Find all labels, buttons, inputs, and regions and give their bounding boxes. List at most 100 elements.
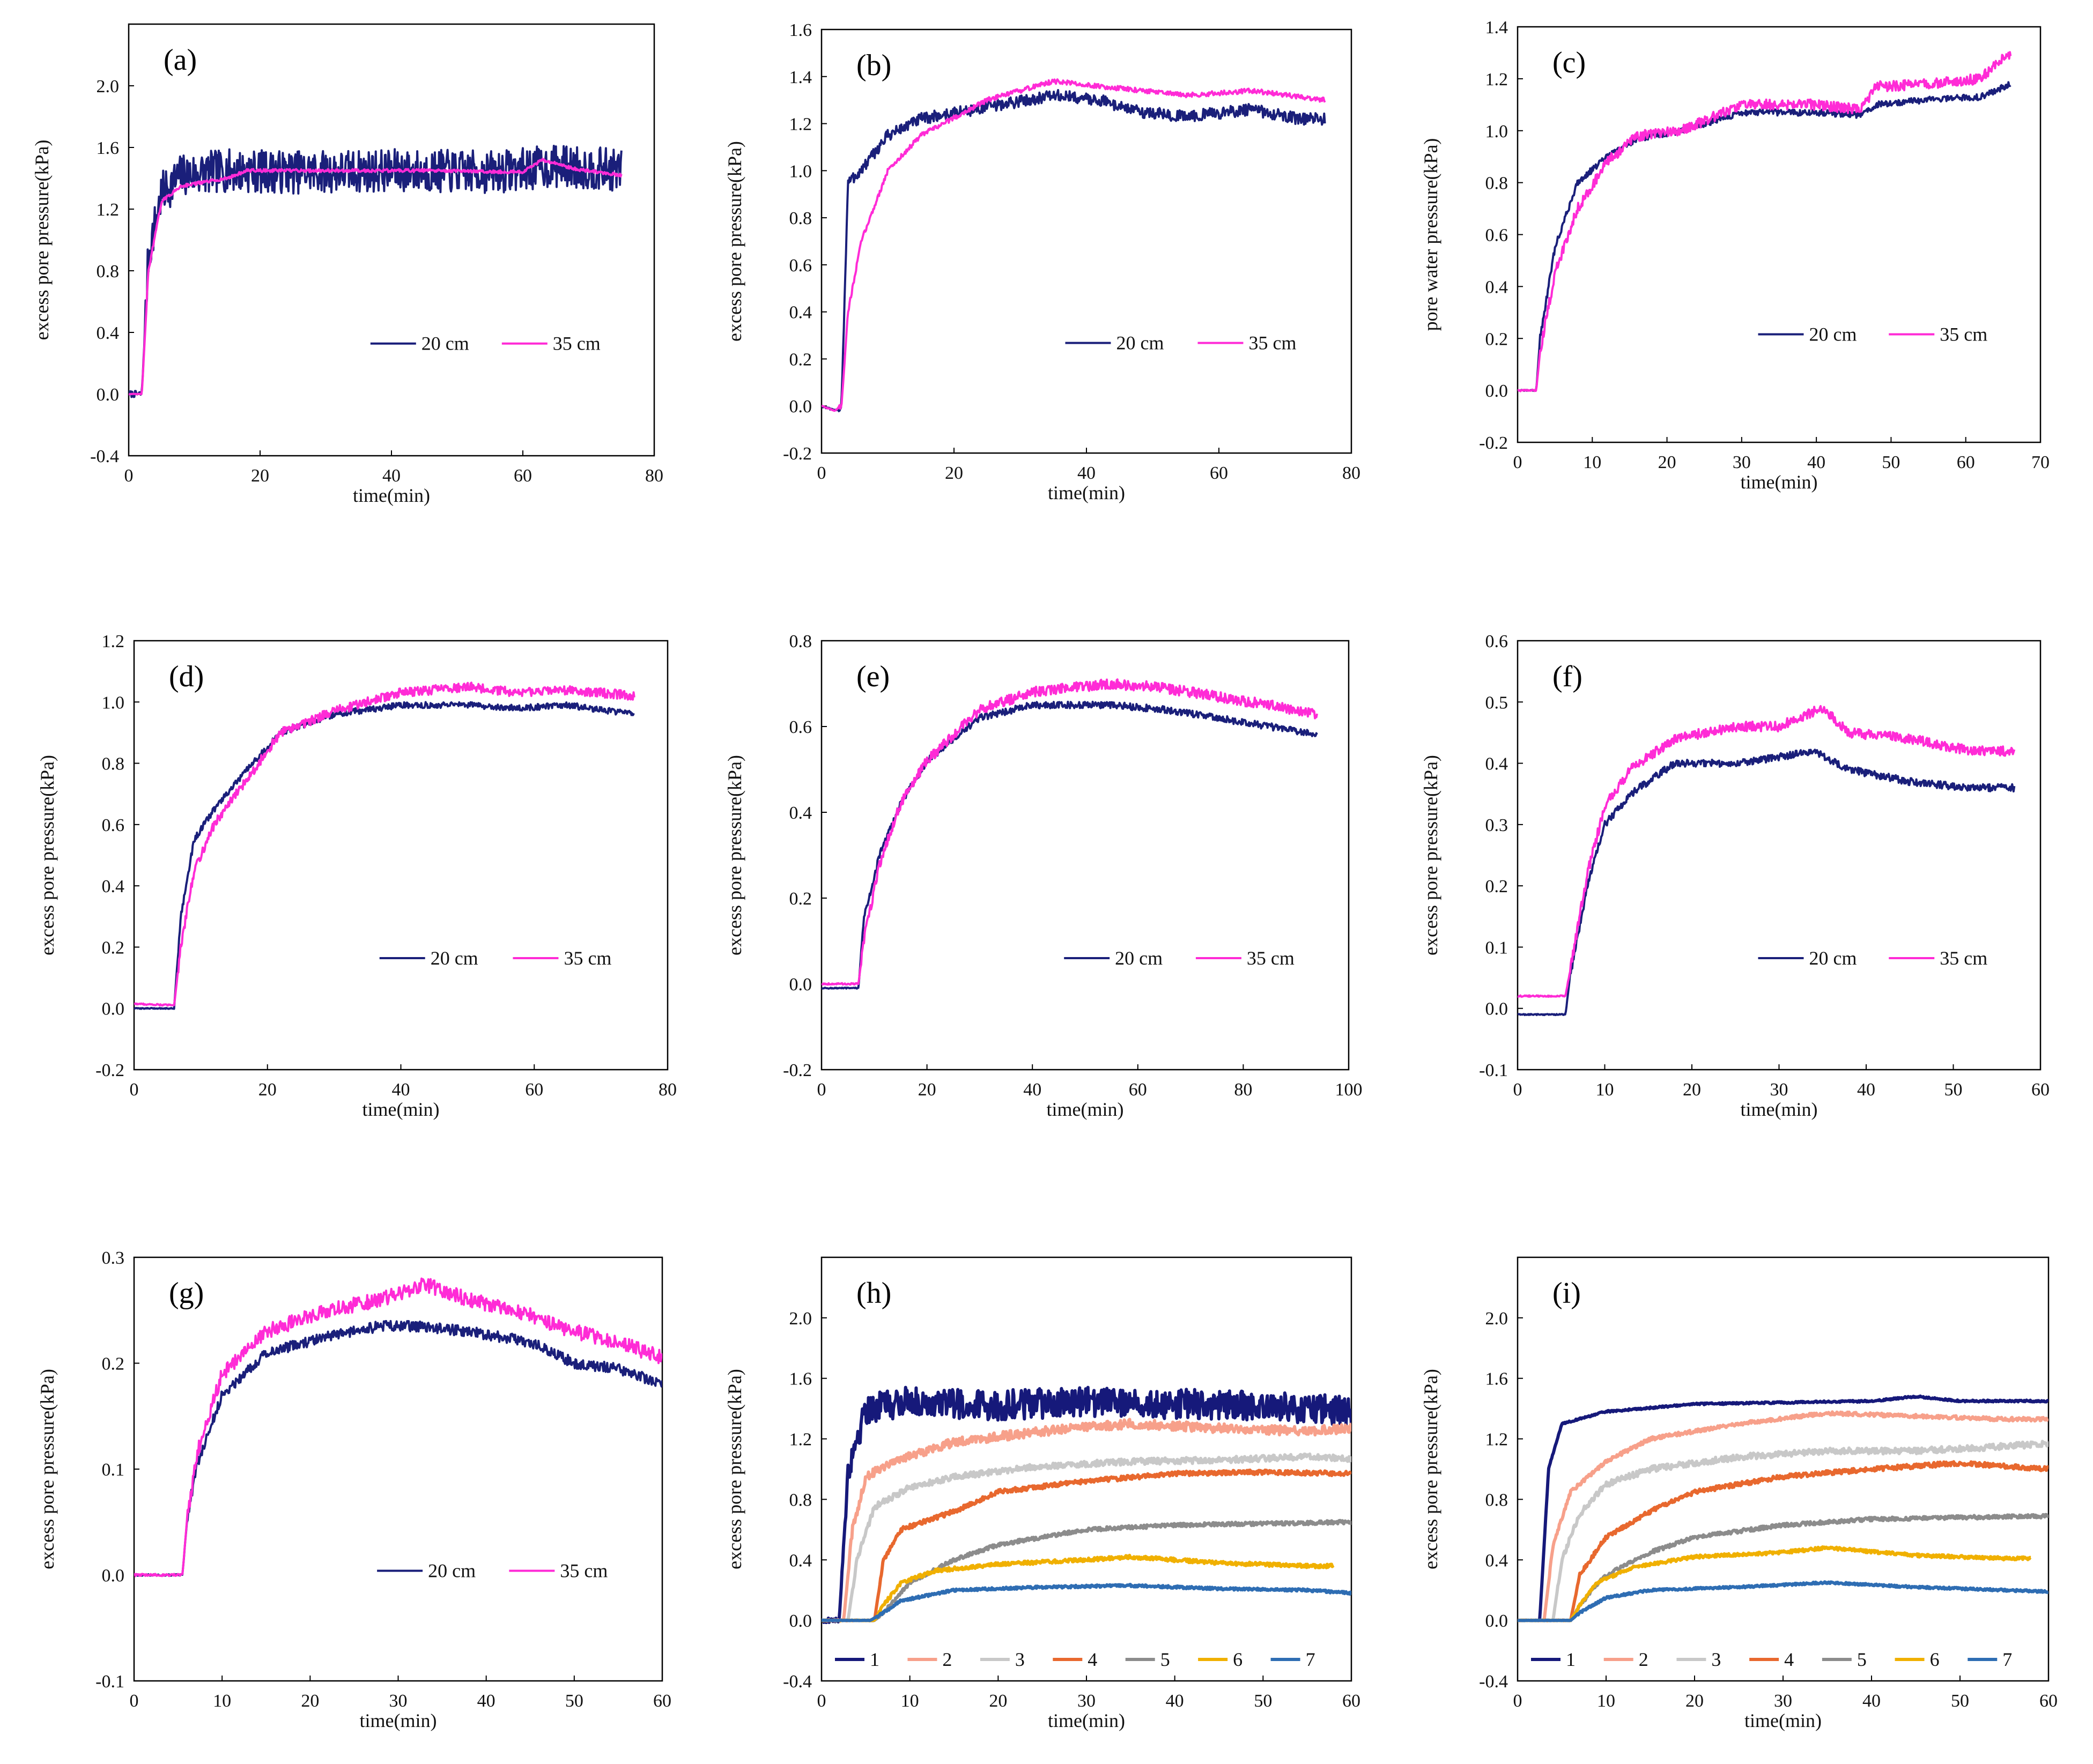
- y-tick-label: 0.0: [1485, 381, 1508, 401]
- legend-label: 35 cm: [553, 333, 601, 354]
- x-tick-label: 60: [1957, 453, 1975, 472]
- y-tick-label: 0.4: [1485, 277, 1508, 297]
- y-tick-label: 0.0: [102, 999, 125, 1019]
- y-tick-label: 0.6: [1485, 226, 1508, 246]
- series-group: [822, 78, 1326, 412]
- series-line-35cm: [134, 681, 635, 1007]
- x-tick-label: 60: [1129, 1080, 1147, 1100]
- legend-label: 20 cm: [428, 1560, 476, 1582]
- x-tick-label: 0: [817, 1080, 826, 1100]
- series-group: [129, 145, 623, 398]
- series-group: [134, 1277, 662, 1577]
- x-tick-label: 0: [130, 1691, 139, 1711]
- y-tick-label: 0.0: [789, 975, 812, 995]
- chart-panel-i: 0 10 20 30 40 50 60 -0.4 0.0 0.4 0.8 1.2 1.6 2.0 time(…: [1420, 1256, 2058, 1731]
- y-tick-label: 0.6: [102, 816, 125, 835]
- x-tick-label: 60: [2039, 1691, 2058, 1711]
- y-axis-title: excess pore pressure(kPa): [1420, 1369, 1441, 1569]
- x-tick-label: 60: [525, 1080, 543, 1100]
- legend-label: 4: [1088, 1649, 1097, 1670]
- x-tick-label: 20: [301, 1691, 319, 1711]
- series-line-2: [822, 1418, 1351, 1623]
- panel-tag: (b): [856, 49, 891, 82]
- panel-tag: (d): [169, 660, 204, 693]
- x-tick-label: 30: [1770, 1080, 1788, 1100]
- series-line-35cm: [1518, 705, 2016, 998]
- legend-label: 2: [942, 1649, 952, 1670]
- y-tick-label: 0.6: [789, 256, 812, 276]
- x-tick-label: 0: [124, 466, 134, 486]
- legend-label: 6: [1233, 1649, 1243, 1670]
- x-tick-label: 60: [653, 1691, 671, 1711]
- chart-panel-e: 0 20 40 60 80 100 -0.2 0.0 0.2 0.4 0.6 0.8 time(min)…: [724, 632, 1363, 1120]
- y-tick-label: 2.0: [97, 77, 120, 97]
- x-tick-label: 40: [1857, 1080, 1875, 1100]
- x-tick-label: 40: [477, 1691, 495, 1711]
- series-line-35cm: [134, 1277, 662, 1577]
- legend-label: 1: [870, 1649, 879, 1670]
- series-group: [1518, 705, 2016, 1017]
- y-axis-title: excess pore pressure(kPa): [724, 141, 745, 342]
- x-tick-label: 10: [213, 1691, 231, 1711]
- plot-frame: [820, 640, 1350, 1071]
- legend-label: 1: [1566, 1649, 1576, 1670]
- x-tick-label: 0: [1513, 1691, 1522, 1711]
- legend-label: 5: [1857, 1649, 1867, 1670]
- x-axis-title: time(min): [1048, 1710, 1125, 1731]
- x-tick-label: 20: [1658, 453, 1676, 472]
- y-axis-title: excess pore pressure(kPa): [1420, 755, 1441, 955]
- x-axis-title: time(min): [1047, 1099, 1124, 1120]
- y-axis-title: excess pore pressure(kPa): [724, 755, 745, 955]
- x-axis-title: time(min): [1744, 1710, 1822, 1731]
- y-tick-label: 0.0: [789, 1611, 812, 1631]
- panel-tag: (f): [1552, 660, 1582, 693]
- y-tick-label: 0.3: [102, 1248, 125, 1268]
- x-tick-label: 60: [1342, 1691, 1360, 1711]
- y-tick-label: 0.4: [1485, 754, 1508, 774]
- y-tick-label: 2.0: [1485, 1309, 1508, 1329]
- y-tick-label: -0.4: [783, 1672, 812, 1692]
- x-tick-label: 30: [1077, 1691, 1096, 1711]
- series-line-20cm: [134, 1320, 662, 1577]
- x-tick-label: 10: [1583, 453, 1601, 472]
- x-tick-label: 60: [2031, 1080, 2050, 1100]
- y-tick-label: -0.4: [1479, 1672, 1508, 1692]
- y-tick-label: 1.0: [1485, 122, 1508, 142]
- legend-label: 20 cm: [431, 947, 478, 969]
- y-tick-label: 2.0: [789, 1309, 812, 1329]
- x-tick-label: 0: [130, 1080, 139, 1100]
- y-axis-title: pore water pressure(kPa): [1420, 138, 1441, 331]
- plot-frame: [820, 1256, 1352, 1682]
- x-tick-label: 60: [514, 466, 532, 486]
- x-tick-label: 20: [945, 463, 963, 483]
- y-tick-label: 0.3: [1485, 816, 1508, 835]
- series-group: [134, 681, 635, 1010]
- legend-label: 7: [2002, 1649, 2012, 1670]
- y-tick-label: 0.4: [1485, 1551, 1508, 1570]
- y-tick-label: 0.0: [789, 397, 812, 417]
- y-tick-label: 0.4: [789, 1551, 812, 1570]
- series-line-3: [822, 1452, 1351, 1622]
- series-line-4: [822, 1468, 1351, 1622]
- y-axis-title: excess pore pressure(kPa): [36, 1369, 58, 1569]
- legend-label: 35 cm: [560, 1560, 608, 1582]
- y-tick-label: 1.2: [1485, 70, 1508, 90]
- y-tick-label: 0.1: [102, 1460, 125, 1480]
- x-tick-label: 100: [1335, 1080, 1363, 1100]
- legend-label: 6: [1930, 1649, 1940, 1670]
- series-line-6: [822, 1553, 1335, 1622]
- series-group: [822, 678, 1318, 990]
- y-tick-label: 0.8: [102, 754, 125, 774]
- y-tick-label: -0.2: [783, 1061, 812, 1080]
- series-line-7: [1518, 1580, 2048, 1622]
- y-tick-label: 0.0: [1485, 999, 1508, 1019]
- x-tick-label: 40: [1807, 453, 1825, 472]
- y-tick-label: 0.8: [789, 632, 812, 651]
- series-line-20cm: [822, 700, 1318, 990]
- series-line-4: [1518, 1460, 2048, 1622]
- y-tick-label: 1.2: [97, 200, 120, 220]
- y-tick-label: 0.2: [789, 889, 812, 909]
- series-line-7: [822, 1583, 1351, 1622]
- legend-label: 35 cm: [564, 947, 611, 969]
